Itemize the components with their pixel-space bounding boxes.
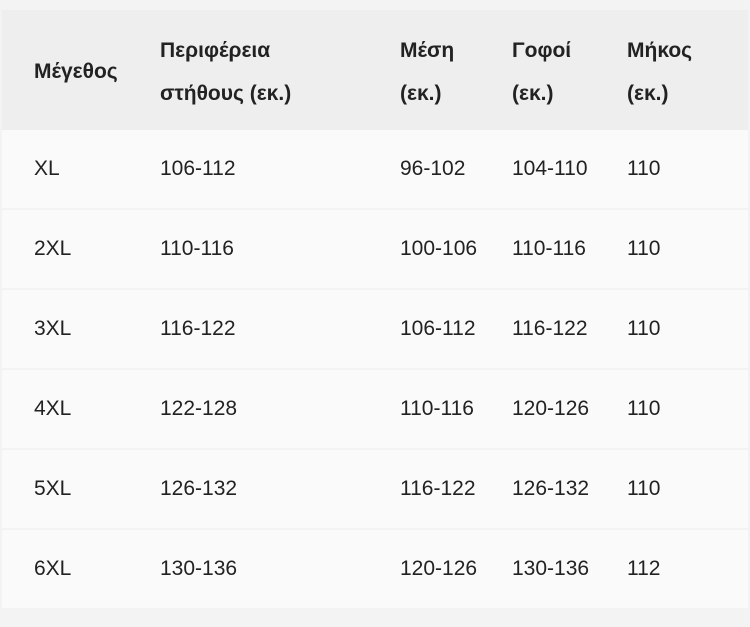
header-chest: Περιφέρεια στήθους (εκ.) (160, 29, 291, 115)
cell-size: XL (34, 157, 60, 180)
cell-size: 3XL (34, 317, 72, 340)
cell-chest: 106-112 (160, 157, 236, 180)
cell-hips: 104-110 (512, 157, 588, 180)
cell-chest: 126-132 (160, 477, 238, 500)
cell-length: 112 (627, 557, 661, 580)
cell-waist: 100-106 (400, 237, 478, 260)
header-waist-line2: (εκ.) (400, 82, 442, 105)
cell-size: 6XL (34, 557, 72, 580)
header-waist-line1: Μέση (400, 39, 455, 62)
cell-waist: 110-116 (400, 397, 474, 420)
table-row: 3XL 116-122 106-112 116-122 110 (2, 290, 748, 368)
header-size-label: Μέγεθος (34, 60, 118, 83)
cell-size: 4XL (34, 397, 72, 420)
header-length-line1: Μήκος (627, 39, 693, 62)
cell-hips: 110-116 (512, 237, 586, 260)
table-row: 6XL 130-136 120-126 130-136 112 (2, 530, 748, 608)
table-header: Μέγεθος Περιφέρεια στήθους (εκ.) Μέση (εκ.… (2, 10, 748, 130)
cell-hips: 126-132 (512, 477, 590, 500)
cell-length: 110 (627, 477, 661, 500)
header-hips-line2: (εκ.) (512, 82, 554, 105)
cell-size: 2XL (34, 237, 72, 260)
cell-chest: 116-122 (160, 317, 236, 340)
size-chart-table: Μέγεθος Περιφέρεια στήθους (εκ.) Μέση (εκ.… (2, 10, 748, 608)
cell-hips: 120-126 (512, 397, 590, 420)
header-length-line2: (εκ.) (627, 82, 669, 105)
cell-size: 5XL (34, 477, 72, 500)
cell-chest: 130-136 (160, 557, 238, 580)
cell-waist: 106-112 (400, 317, 476, 340)
header-chest-line1: Περιφέρεια (160, 39, 271, 62)
header-size: Μέγεθος (34, 50, 118, 93)
table-row: XL 106-112 96-102 104-110 110 (2, 130, 748, 208)
cell-hips: 130-136 (512, 557, 590, 580)
cell-chest: 122-128 (160, 397, 238, 420)
table-row: 2XL 110-116 100-106 110-116 110 (2, 210, 748, 288)
cell-chest: 110-116 (160, 237, 234, 260)
cell-length: 110 (627, 397, 661, 420)
table-row: 4XL 122-128 110-116 120-126 110 (2, 370, 748, 448)
header-hips-line1: Γοφοί (512, 39, 572, 62)
cell-waist: 120-126 (400, 557, 478, 580)
cell-hips: 116-122 (512, 317, 588, 340)
header-length: Μήκος (εκ.) (627, 29, 692, 115)
cell-waist: 96-102 (400, 157, 466, 180)
cell-waist: 116-122 (400, 477, 476, 500)
header-hips: Γοφοί (εκ.) (512, 29, 571, 115)
cell-length: 110 (627, 237, 661, 260)
table-row: 5XL 126-132 116-122 126-132 110 (2, 450, 748, 528)
header-chest-line2: στήθους (εκ.) (160, 82, 292, 105)
cell-length: 110 (627, 157, 661, 180)
cell-length: 110 (627, 317, 661, 340)
header-waist: Μέση (εκ.) (400, 29, 454, 115)
